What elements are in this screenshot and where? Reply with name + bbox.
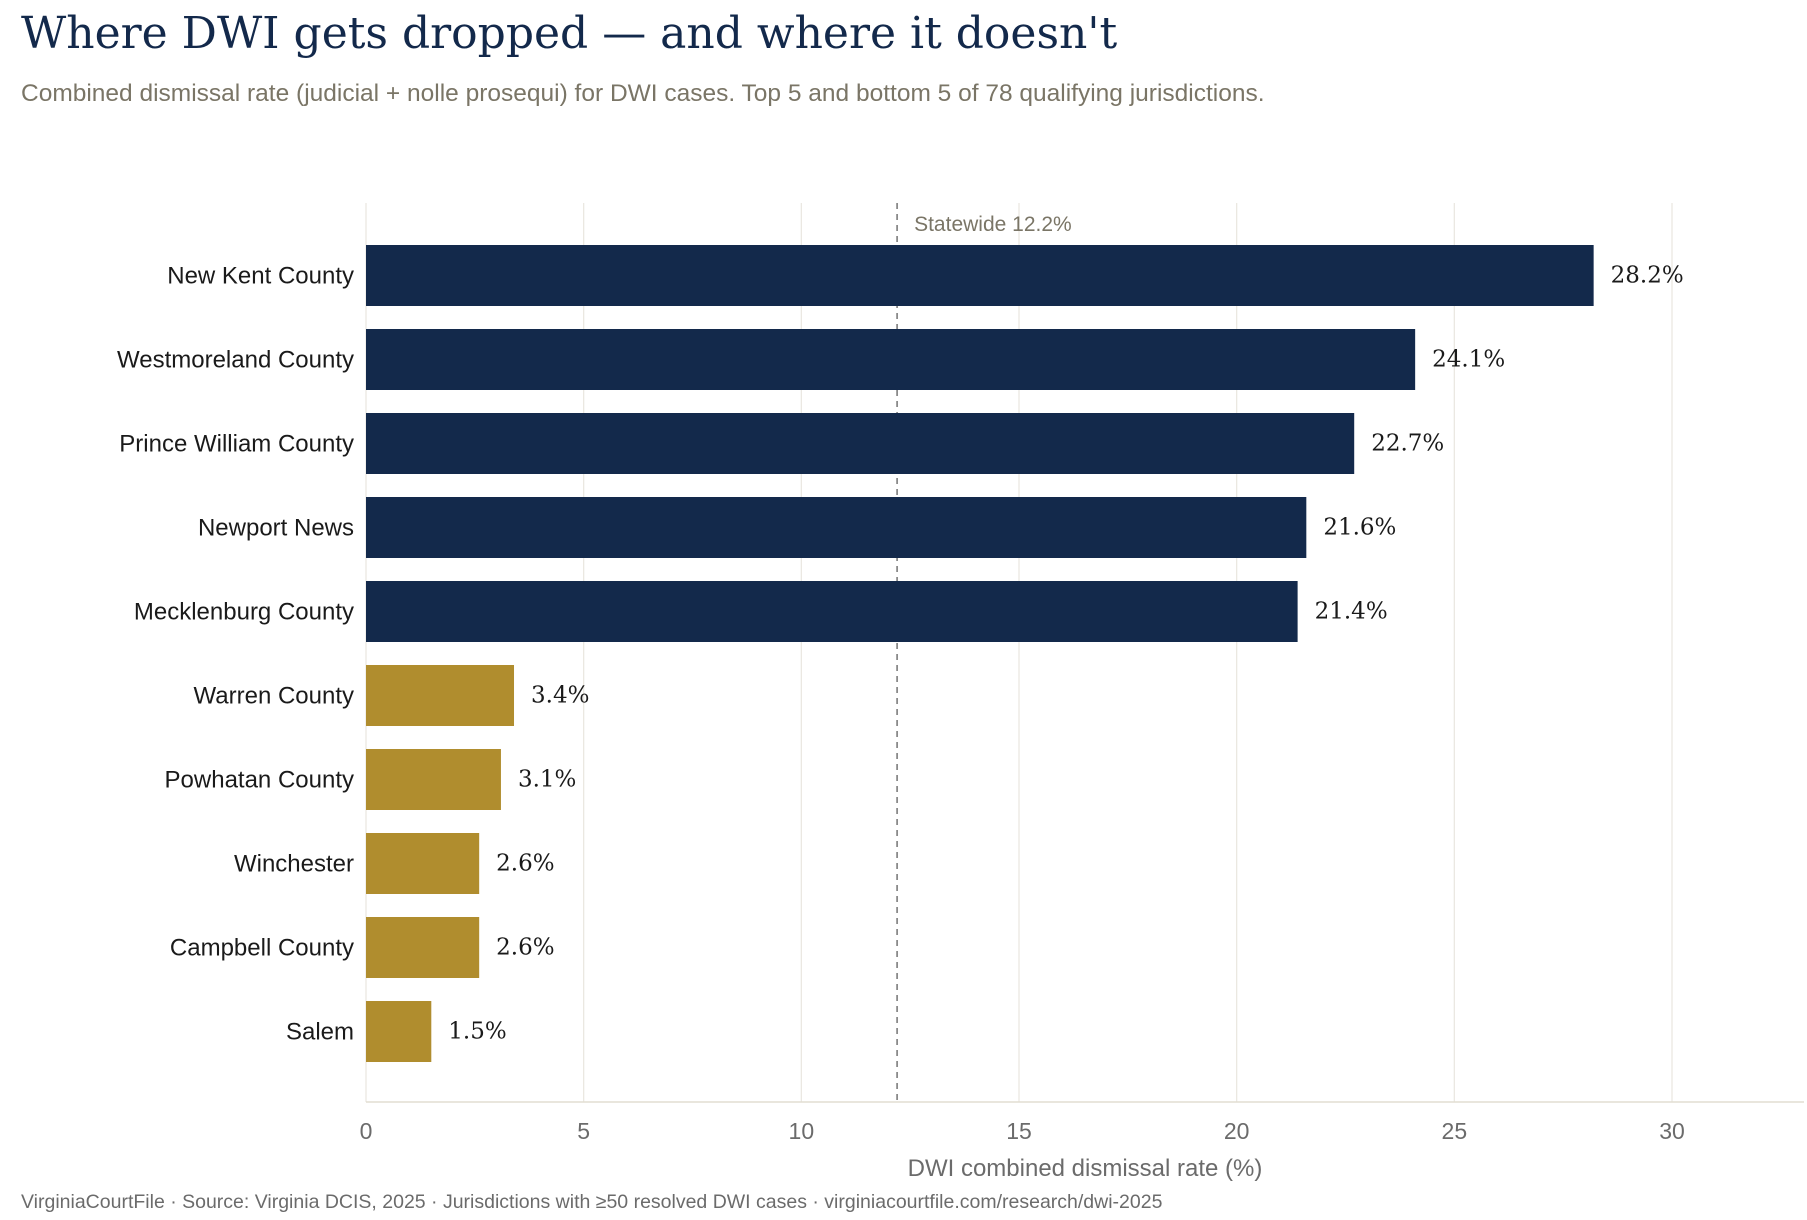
bar xyxy=(366,1001,432,1062)
chart-subtitle: Combined dismissal rate (judicial + noll… xyxy=(21,80,1265,107)
bar xyxy=(366,245,1594,306)
bar xyxy=(366,413,1355,474)
value-label: 3.1% xyxy=(518,767,576,793)
x-tick-label: 30 xyxy=(1659,1118,1685,1144)
category-label: Powhatan County xyxy=(165,767,354,794)
category-label: Westmoreland County xyxy=(117,347,354,374)
x-tick-label: 25 xyxy=(1442,1118,1468,1144)
chart-title: Where DWI gets dropped — and where it do… xyxy=(21,8,1118,59)
bar xyxy=(366,833,480,894)
x-tick-label: 5 xyxy=(577,1118,590,1144)
bar xyxy=(366,749,501,810)
category-label: New Kent County xyxy=(167,263,354,290)
category-label: Salem xyxy=(286,1019,354,1046)
bar xyxy=(366,917,480,978)
bar xyxy=(366,497,1307,558)
x-tick-label: 20 xyxy=(1224,1118,1250,1144)
value-label: 22.7% xyxy=(1371,431,1444,457)
statewide-label: Statewide 12.2% xyxy=(914,213,1072,236)
bar xyxy=(366,665,515,726)
value-label: 28.2% xyxy=(1611,263,1684,289)
value-label: 1.5% xyxy=(448,1019,506,1045)
x-tick-label: 10 xyxy=(789,1118,815,1144)
source-footer: VirginiaCourtFile · Source: Virginia DCI… xyxy=(21,1191,1163,1213)
category-label: Prince William County xyxy=(119,431,354,458)
bar xyxy=(366,329,1416,390)
labels: New Kent County 28.2% Westmoreland County 2… xyxy=(117,263,1684,1046)
x-axis: 0 5 10 15 20 25 30 DWI combined dismissal rate … xyxy=(360,1101,1804,1182)
statewide-reference: Statewide 12.2% xyxy=(896,203,1072,1102)
category-label: Winchester xyxy=(234,851,354,878)
value-label: 21.6% xyxy=(1323,515,1396,541)
x-axis-title: DWI combined dismissal rate (%) xyxy=(908,1155,1263,1182)
bar xyxy=(366,581,1298,642)
value-label: 24.1% xyxy=(1432,347,1505,373)
value-label: 3.4% xyxy=(531,683,589,709)
x-tick-label: 15 xyxy=(1006,1118,1032,1144)
category-label: Campbell County xyxy=(170,935,354,962)
category-label: Warren County xyxy=(194,683,355,710)
category-label: Newport News xyxy=(198,515,354,542)
value-label: 2.6% xyxy=(496,935,554,961)
bars xyxy=(366,245,1594,1062)
value-label: 21.4% xyxy=(1315,599,1388,625)
x-tick-label: 0 xyxy=(360,1118,373,1144)
category-label: Mecklenburg County xyxy=(134,599,354,626)
value-label: 2.6% xyxy=(496,851,554,877)
